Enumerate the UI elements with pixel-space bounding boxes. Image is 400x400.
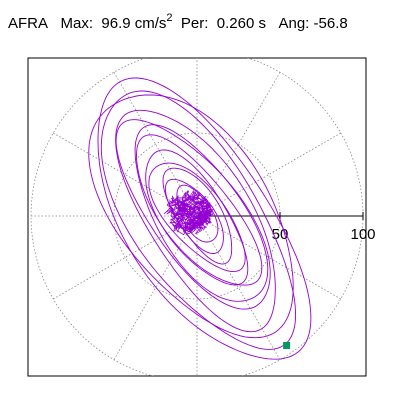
orbit-11	[176, 184, 219, 243]
orbit-5	[134, 124, 269, 302]
peak-marker	[283, 341, 291, 349]
orbit-1	[100, 90, 297, 350]
orbit-10	[164, 178, 224, 254]
max-value: 96.9 cm/s	[101, 15, 167, 32]
angle-label: Ang:	[278, 15, 310, 32]
max-label: Max:	[60, 15, 94, 32]
motion-traces	[88, 77, 312, 360]
period-value: 0.260 s	[216, 15, 266, 32]
peak-markers	[283, 341, 291, 349]
orbit-2	[88, 94, 294, 339]
max-exponent: 2	[166, 12, 173, 24]
orbit-7	[145, 149, 249, 286]
plot-header: AFRA Max: 96.9 cm/s2 Per: 0.260 s Ang: -…	[8, 12, 348, 34]
radial-tick-label-100: 100	[350, 226, 375, 243]
orbit-9	[162, 167, 233, 265]
orbit-4	[115, 119, 271, 310]
orbit-6	[136, 134, 263, 286]
angle-value: -56.8	[313, 15, 348, 32]
orbit-8	[148, 162, 246, 273]
period-label: Per:	[180, 15, 209, 32]
orbit-0	[97, 77, 312, 360]
noise-cluster	[163, 189, 214, 236]
orbit-3	[115, 109, 276, 333]
station-name: AFRA	[8, 15, 49, 32]
